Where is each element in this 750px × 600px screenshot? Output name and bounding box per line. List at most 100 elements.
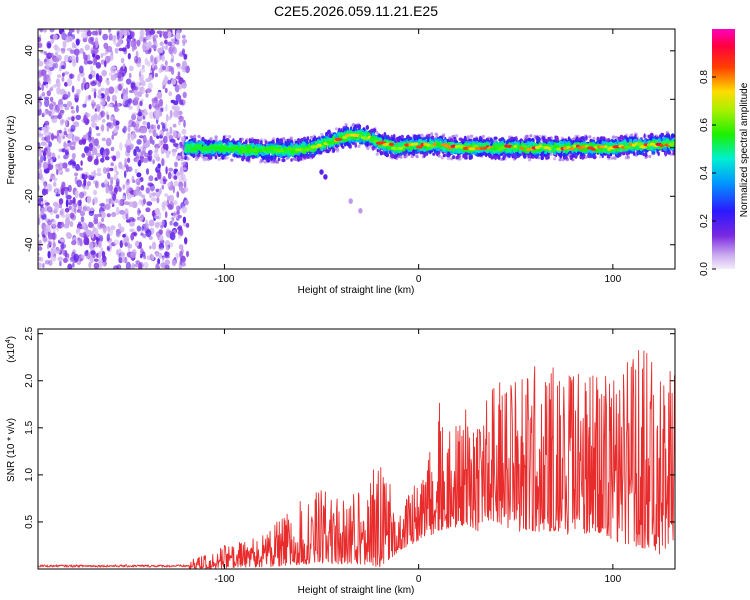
noise-cell bbox=[121, 82, 124, 87]
noise-cell bbox=[79, 48, 84, 54]
noise-cell bbox=[125, 219, 131, 223]
noise-cell bbox=[41, 83, 45, 92]
noise-cell bbox=[55, 214, 60, 219]
noise-cell bbox=[43, 74, 47, 83]
noise-cell bbox=[45, 202, 50, 206]
noise-cell bbox=[104, 156, 110, 161]
ridge-halo-cell bbox=[282, 137, 286, 141]
noise-cell bbox=[71, 85, 75, 93]
noise-cell bbox=[74, 44, 77, 49]
noise-cell bbox=[124, 158, 127, 166]
noise-cell bbox=[119, 226, 125, 233]
noise-cell bbox=[133, 263, 140, 268]
ridge-cell bbox=[214, 155, 218, 160]
noise-cell bbox=[96, 172, 102, 177]
ridge-cell bbox=[340, 128, 343, 134]
ridge-halo-cell bbox=[197, 134, 201, 139]
noise-cell bbox=[165, 104, 168, 112]
noise-cell bbox=[106, 45, 113, 53]
noise-cell bbox=[175, 32, 181, 40]
noise-cell bbox=[172, 150, 176, 157]
noise-cell bbox=[165, 166, 168, 175]
noise-cell bbox=[106, 95, 111, 102]
noise-cell bbox=[143, 42, 149, 47]
noise-cell bbox=[106, 233, 110, 242]
ridge-cell bbox=[365, 125, 369, 130]
noise-cell bbox=[71, 152, 76, 159]
noise-cell bbox=[163, 31, 169, 39]
noise-cell bbox=[124, 44, 131, 50]
noise-cell bbox=[167, 80, 172, 85]
noise-cell bbox=[81, 32, 87, 39]
noise-cell bbox=[95, 126, 100, 131]
noise-cell bbox=[145, 229, 152, 238]
noise-cell bbox=[126, 35, 132, 39]
ridge-cell bbox=[383, 132, 387, 137]
noise-cell bbox=[110, 66, 117, 70]
noise-cell bbox=[118, 75, 124, 82]
noise-cell bbox=[155, 188, 160, 192]
noise-cell bbox=[150, 55, 154, 63]
ridge-cell bbox=[185, 136, 188, 140]
noise-cell bbox=[38, 246, 43, 251]
ridge-halo-cell bbox=[549, 152, 553, 156]
noise-cell bbox=[148, 156, 152, 161]
noise-cell bbox=[62, 94, 69, 100]
noise-cell bbox=[110, 116, 114, 122]
noise-cell bbox=[39, 29, 43, 33]
noise-cell bbox=[138, 241, 142, 249]
noise-cell bbox=[39, 168, 42, 176]
noise-cell bbox=[141, 80, 146, 87]
noise-cell bbox=[169, 220, 173, 226]
noise-cell bbox=[183, 53, 188, 60]
noise-cell bbox=[86, 30, 92, 37]
noise-cell bbox=[82, 134, 88, 139]
noise-cell bbox=[171, 259, 177, 267]
noise-cell bbox=[83, 185, 86, 190]
ridge-halo-cell bbox=[193, 134, 197, 138]
noise-cell bbox=[125, 164, 129, 173]
noise-cell bbox=[88, 73, 93, 80]
noise-cell bbox=[132, 179, 136, 183]
noise-cell bbox=[134, 168, 138, 174]
noise-cell bbox=[80, 254, 85, 259]
noise-cell bbox=[116, 32, 120, 40]
noise-cell bbox=[129, 228, 135, 233]
ridge-halo-cell bbox=[309, 135, 313, 139]
noise-cell bbox=[58, 104, 64, 110]
noise-cell bbox=[46, 183, 53, 192]
ridge-cell bbox=[290, 158, 293, 162]
noise-cell bbox=[157, 171, 162, 180]
noise-cell bbox=[44, 98, 50, 108]
noise-cell bbox=[168, 91, 173, 97]
ridge-cell bbox=[357, 124, 362, 129]
ridge-halo-cell bbox=[525, 134, 529, 138]
ridge-cell bbox=[299, 157, 303, 161]
noise-cell bbox=[182, 178, 188, 182]
noise-cell bbox=[38, 184, 40, 192]
noise-cell bbox=[112, 193, 117, 201]
noise-cell bbox=[43, 96, 50, 101]
noise-cell bbox=[124, 256, 128, 264]
noise-cell bbox=[40, 141, 47, 146]
noise-cell bbox=[128, 65, 134, 72]
ridge-halo-cell bbox=[410, 154, 414, 158]
ridge-cell bbox=[565, 155, 568, 160]
noise-cell bbox=[127, 31, 131, 36]
ridge-cell bbox=[237, 141, 241, 147]
noise-cell bbox=[49, 52, 54, 57]
noise-cell bbox=[46, 110, 53, 115]
noise-cell bbox=[156, 30, 163, 35]
noise-cell bbox=[78, 221, 82, 226]
noise-cell bbox=[66, 101, 73, 107]
noise-cell bbox=[123, 170, 127, 178]
noise-cell bbox=[122, 184, 126, 190]
figure-title: C2E5.2026.059.11.21.E25 bbox=[274, 3, 438, 19]
ridge-cell bbox=[609, 152, 613, 157]
ridge-cell bbox=[192, 139, 195, 143]
noise-cell bbox=[155, 102, 159, 111]
noise-cell bbox=[91, 99, 95, 105]
noise-cell bbox=[136, 225, 142, 232]
noise-cell bbox=[102, 33, 109, 41]
